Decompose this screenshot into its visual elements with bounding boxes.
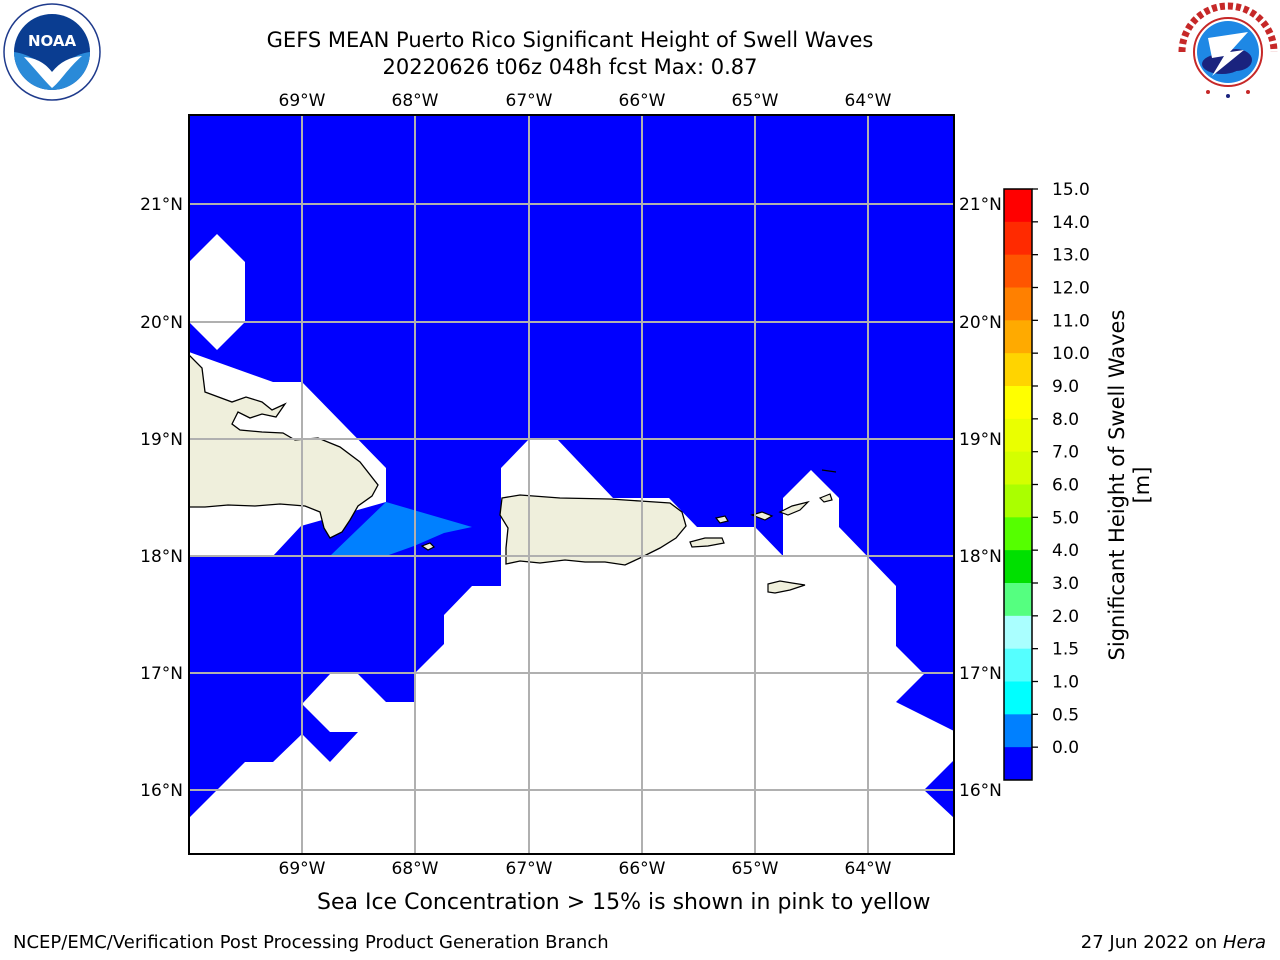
land-virgin-islands-tortola [778,500,810,516]
colorbar-segment [1004,418,1032,453]
lon-label-bottom: 69°W [279,859,326,879]
colorbar-tick-label: 13.0 [1052,246,1090,266]
lon-label-top: 64°W [845,91,892,111]
colorbar-segment [1004,451,1032,485]
colorbar-segment [1004,221,1032,256]
colorbar-tick-label: 2.0 [1052,607,1079,627]
nws-logo-icon [1178,2,1278,100]
lat-label-right: 17°N [959,664,1002,684]
land-culebra [714,515,729,524]
colorbar-segment [1004,681,1032,715]
lon-label-top: 68°W [392,91,439,111]
colorbar-tick-label: 9.0 [1052,377,1079,397]
colorbar-segment [1004,287,1032,321]
colorbar-tick-label: 5.0 [1052,508,1079,528]
colorbar-tick-label: 7.0 [1052,443,1079,463]
colorbar-segment [1004,747,1032,781]
lon-label-bottom: 65°W [732,859,779,879]
lat-label-left: 21°N [140,195,183,215]
lon-label-bottom: 66°W [619,859,666,879]
colorbar-tick-label: 1.5 [1052,640,1079,660]
colorbar-tick-label: 0.0 [1052,738,1079,758]
colorbar-segment [1004,550,1032,584]
lon-label-top: 65°W [732,91,779,111]
map-area [189,115,954,854]
colorbar-segment [1004,320,1032,354]
svg-text:NOAA: NOAA [28,32,77,50]
colorbar-label: Significant Height of Swell Waves [m] [1105,309,1154,661]
colorbar-segment [1004,517,1032,551]
lat-label-right: 16°N [959,781,1002,801]
colorbar-segment [1004,189,1032,223]
colorbar-tick-label: 10.0 [1052,344,1090,364]
colorbar-segment [1004,714,1032,748]
colorbar-tick-label: 11.0 [1052,311,1090,331]
land-anegada [818,493,833,503]
land-st-croix [767,580,806,594]
chart-title: GEFS MEAN Puerto Rico Significant Height… [266,28,874,52]
lon-label-bottom: 64°W [845,859,892,879]
lat-label-right: 19°N [959,430,1002,450]
colorbar-tick-label: 3.0 [1052,574,1079,594]
footer-date: 27 Jun 2022 on Hera [1081,932,1266,953]
swell-field-0.5-1.0 [330,502,472,556]
colorbar: 15.0 14.0 13.0 12.0 11.0 10.0 9.0 8.0 7.0 6.0 5.0 4… [1003,180,1090,781]
colorbar-segment [1004,615,1032,650]
graticule [189,115,954,854]
colorbar-segment [1004,583,1032,617]
lon-label-top: 67°W [506,91,553,111]
noaa-logo-icon: NOAA [3,3,101,101]
lat-label-left: 17°N [140,664,183,684]
colorbar-tick-label: 0.5 [1052,705,1079,725]
lat-label-right: 21°N [959,195,1002,215]
colorbar-tick-label: 1.0 [1052,673,1079,693]
lat-label-right: 18°N [959,547,1002,567]
colorbar-tick-label: 6.0 [1052,476,1079,496]
land-isla-mona [420,542,436,551]
lon-label-bottom: 67°W [506,859,553,879]
footer-credit: NCEP/EMC/Verification Post Processing Pr… [13,932,609,953]
colorbar-segment [1004,353,1032,387]
lon-label-bottom: 68°W [392,859,439,879]
sea-ice-note: Sea Ice Concentration > 15% is shown in … [317,890,931,915]
colorbar-tick-label: 15.0 [1052,180,1090,200]
lat-label-left: 16°N [140,781,183,801]
map-frame [188,114,955,855]
colorbar-tick-label: 14.0 [1052,213,1090,233]
footer-date-text: 27 Jun 2022 on [1080,932,1223,953]
colorbar-segment [1004,386,1032,420]
colorbar-tick-label: 8.0 [1052,410,1079,430]
lat-label-right: 20°N [959,313,1002,333]
no-data-region-main [189,439,954,854]
lon-label-top: 69°W [279,91,326,111]
land-virgin-islands-st-thomas [750,511,774,521]
land-sombrero [821,469,837,473]
colorbar-tick-label: 4.0 [1052,541,1079,561]
land-vieques [689,537,725,548]
lon-label-top: 66°W [619,91,666,111]
lat-label-left: 19°N [140,430,183,450]
colorbar-segment [1004,484,1032,518]
chart-subtitle: 20220626 t06z 048h fcst Max: 0.87 [382,55,758,79]
colorbar-tick-label: 12.0 [1052,279,1090,299]
lat-label-left: 20°N [140,313,183,333]
footer-machine: Hera [1222,932,1266,953]
colorbar-segment [1004,254,1032,288]
lat-label-left: 18°N [140,547,183,567]
colorbar-segment [1004,648,1032,682]
